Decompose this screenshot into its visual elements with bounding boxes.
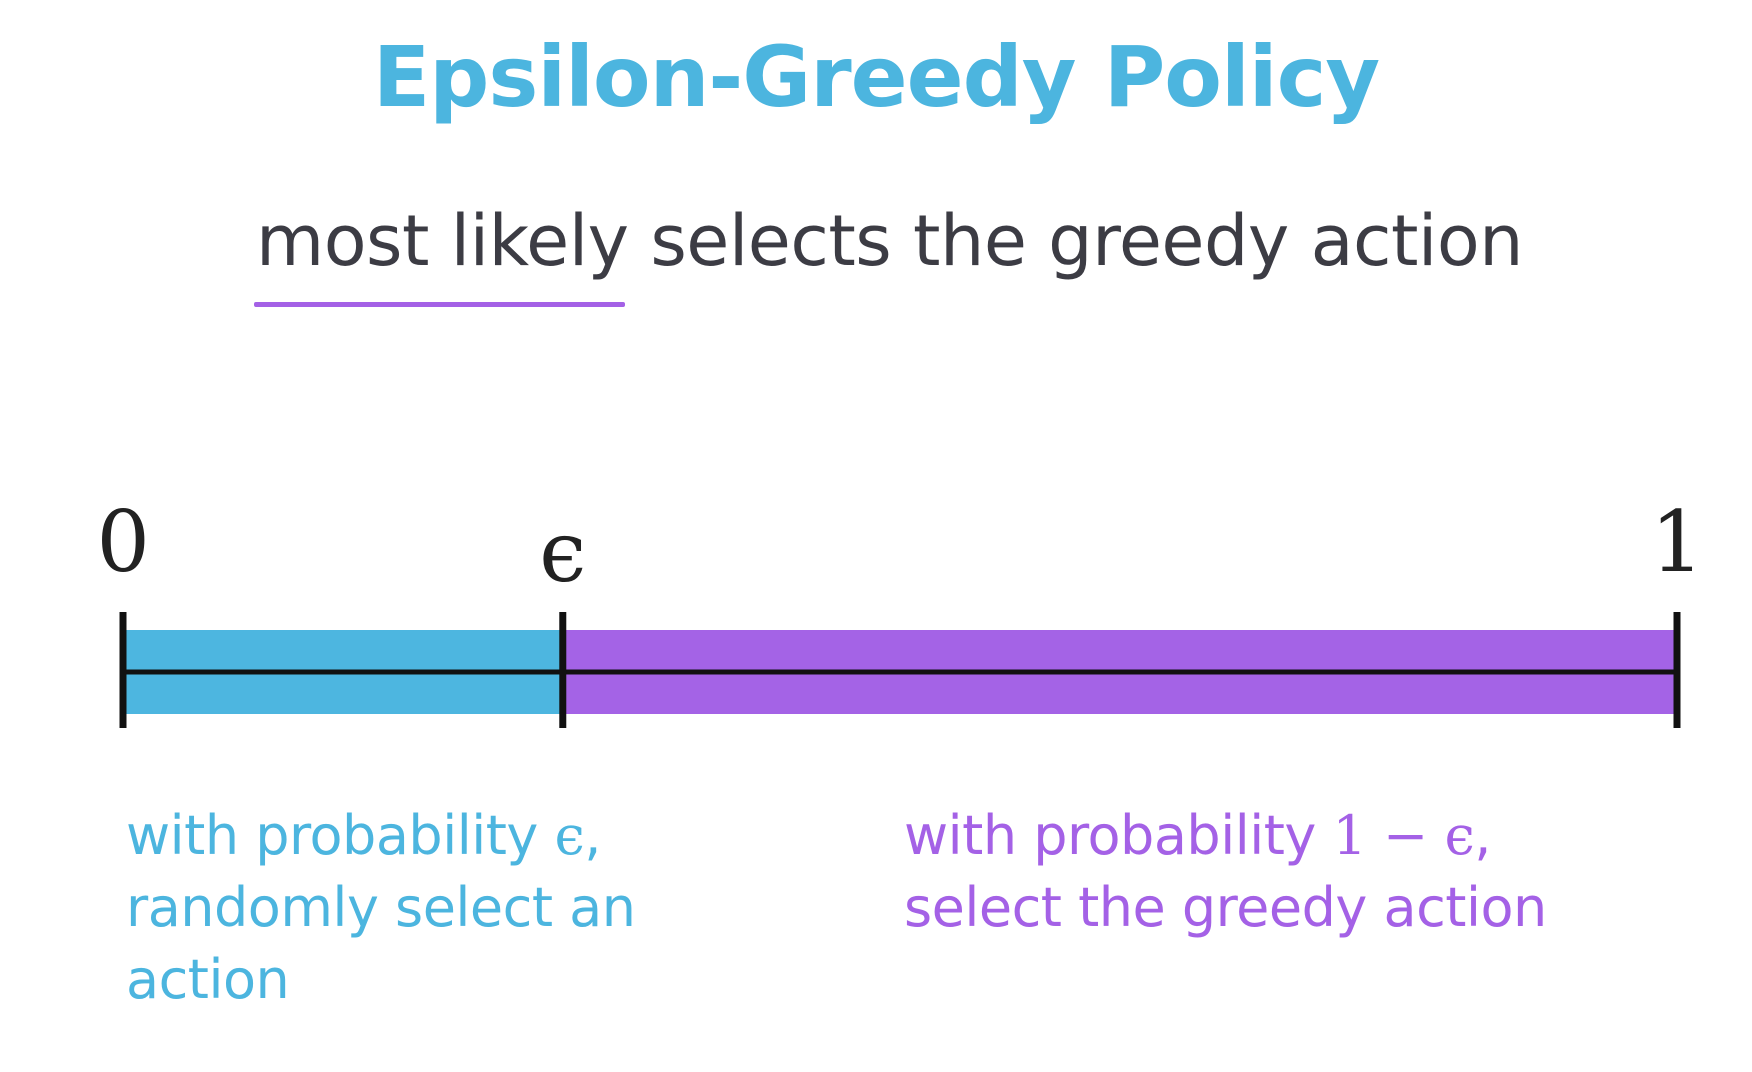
one-minus-epsilon: 1 − ϵ xyxy=(1332,804,1475,867)
tick-label-one: 1 xyxy=(1650,493,1704,591)
epsilon-symbol: ϵ xyxy=(554,804,585,867)
exploit-caption: with probability 1 − ϵ, select the greed… xyxy=(904,800,1547,944)
tick-label-epsilon: ϵ xyxy=(539,503,587,601)
exploit-caption-line2: select the greedy action xyxy=(904,876,1547,939)
subtitle: most likely selects the greedy action xyxy=(256,200,1524,282)
subtitle-underline xyxy=(254,302,625,307)
explore-caption: with probability ϵ, randomly select an a… xyxy=(126,800,636,1016)
tick-label-zero: 0 xyxy=(96,493,150,591)
explore-caption-line2: randomly select an xyxy=(126,876,636,939)
page-title: Epsilon-Greedy Policy xyxy=(372,28,1380,126)
explore-caption-text: with probability xyxy=(126,804,555,867)
explore-caption-comma: , xyxy=(584,804,601,867)
exploit-caption-text: with probability xyxy=(904,804,1333,867)
exploit-caption-line1: with probability 1 − ϵ, xyxy=(904,800,1547,872)
exploit-caption-comma: , xyxy=(1474,804,1491,867)
explore-caption-line1: with probability ϵ, xyxy=(126,800,635,872)
explore-caption-line3: action xyxy=(126,948,290,1011)
